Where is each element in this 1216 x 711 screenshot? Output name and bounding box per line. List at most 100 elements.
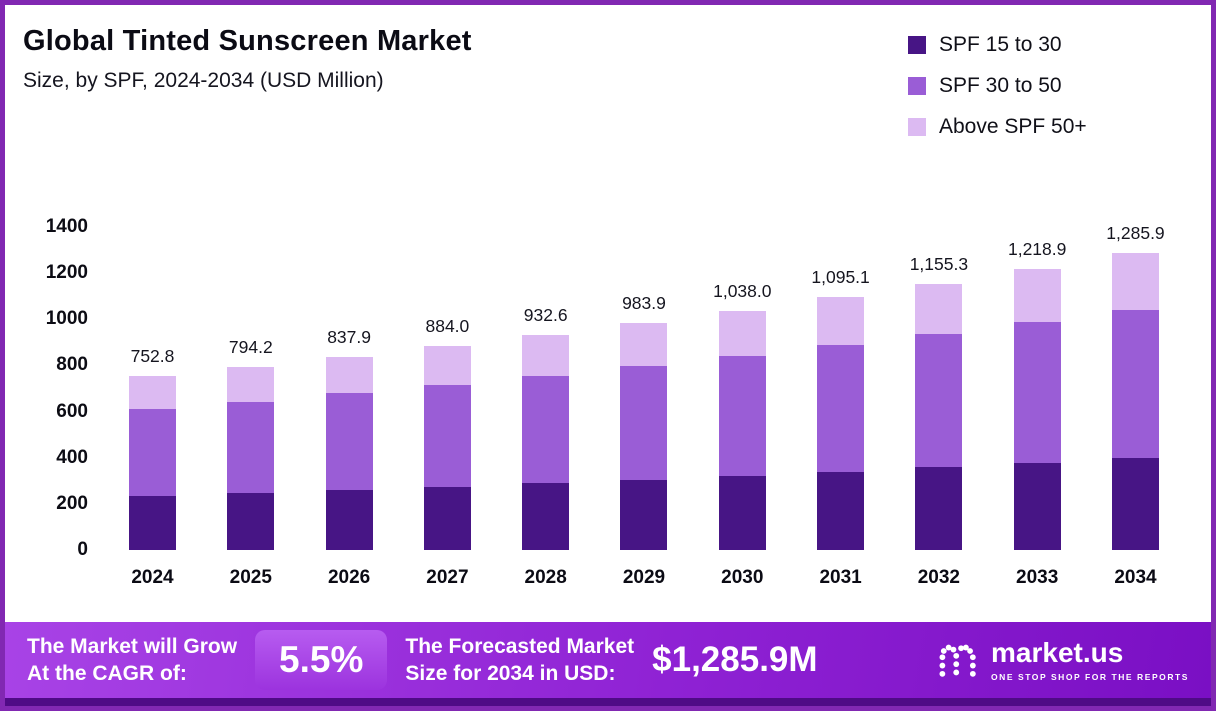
footer: The Market will Grow At the CAGR of: 5.5…: [5, 622, 1211, 706]
legend-item: SPF 15 to 30: [908, 33, 1087, 57]
forecast-label-line2: Size for 2034 in USD:: [405, 662, 616, 685]
bar-segment-spf-15-to-30: [718, 475, 766, 550]
bar-segment-spf-15-to-30: [1111, 458, 1159, 550]
x-axis-label: 2026: [327, 567, 371, 588]
legend-swatch: [908, 77, 926, 95]
bar-group: 932.6: [522, 304, 570, 550]
bar-segment-above-spf-50-: [325, 356, 373, 394]
x-axis-label: 2031: [819, 567, 862, 588]
bar-total-label: 932.6: [523, 304, 568, 325]
bar-segment-spf-15-to-30: [1013, 462, 1061, 550]
bar-total-label: 794.2: [228, 336, 273, 357]
y-tick-label: 200: [56, 492, 88, 514]
header: Global Tinted Sunscreen Market Size, by …: [23, 25, 472, 93]
legend-label: Above SPF 50+: [939, 115, 1087, 138]
bar-segment-spf-30-to-50: [1111, 309, 1159, 458]
legend: SPF 15 to 30 SPF 30 to 50 Above SPF 50+: [908, 33, 1087, 139]
bar-segment-spf-15-to-30: [325, 490, 373, 550]
bar-segment-spf-30-to-50: [129, 409, 176, 497]
bar-total-label: 1,285.9: [1106, 223, 1165, 244]
bar-total-label: 1,095.1: [811, 267, 870, 288]
y-tick-label: 1000: [45, 308, 88, 330]
bar-group: 983.9: [620, 293, 668, 550]
x-axis-label: 2027: [426, 567, 469, 588]
x-axis-label: 2024: [131, 567, 174, 588]
footer-band: The Market will Grow At the CAGR of: 5.5…: [5, 622, 1211, 698]
bar-group: 1,218.9: [1008, 239, 1066, 550]
x-axis-label: 2025: [229, 567, 272, 588]
y-axis: 0 200 400 600 800 1000 1200 1400: [16, 216, 88, 560]
forecast-label: The Forecasted Market Size for 2034 in U…: [405, 633, 634, 688]
market-us-logo-icon: [939, 644, 976, 677]
page-subtitle: Size, by SPF, 2024-2034 (USD Million): [23, 69, 384, 92]
bar-total-label: 1,155.3: [909, 253, 969, 274]
bar-segment-spf-15-to-30: [227, 493, 275, 550]
x-axis-label: 2030: [721, 567, 764, 588]
bar-segment-above-spf-50-: [1111, 253, 1159, 310]
x-axis-label: 2034: [1114, 567, 1157, 588]
forecast-value: $1,285.9M: [652, 640, 818, 679]
bar-segment-spf-30-to-50: [325, 393, 373, 491]
legend-label: SPF 30 to 50: [939, 74, 1062, 97]
cagr-label: The Market will Grow At the CAGR of:: [27, 633, 237, 688]
market-us-logo: market.us ONE STOP SHOP FOR THE REPORTS: [938, 636, 1189, 682]
bar-segment-above-spf-50-: [227, 366, 275, 402]
x-axis-label: 2033: [1016, 567, 1059, 588]
logo-text-block: market.us ONE STOP SHOP FOR THE REPORTS: [991, 636, 1189, 682]
cagr-value-badge: 5.5%: [255, 630, 388, 690]
bar-total-label: 752.8: [130, 346, 175, 367]
x-axis-label: 2029: [622, 567, 666, 588]
legend-item: SPF 30 to 50: [908, 74, 1087, 98]
bar-segment-above-spf-50-: [129, 376, 176, 410]
bar-segment-spf-30-to-50: [718, 356, 766, 476]
bar-group: 1,038.0: [713, 281, 771, 550]
cagr-label-line2: At the CAGR of:: [27, 662, 187, 685]
bar-segment-spf-30-to-50: [915, 334, 963, 468]
bar-segment-above-spf-50-: [620, 323, 668, 367]
bar-group: 884.0: [423, 316, 471, 550]
bar-segment-spf-15-to-30: [129, 496, 176, 550]
logo-tagline: ONE STOP SHOP FOR THE REPORTS: [991, 671, 1189, 682]
y-tick-label: 0: [77, 539, 88, 560]
bar-segment-spf-30-to-50: [1013, 322, 1061, 463]
y-tick-label: 800: [56, 354, 88, 376]
legend-swatch: [908, 118, 926, 136]
bar-group: 1,155.3: [910, 254, 968, 550]
chart-area: 0 200 400 600 800 1000 1200 1400 752.8 794.2 837.…: [46, 216, 1172, 560]
bar-segment-spf-15-to-30: [915, 467, 963, 550]
bar-segment-above-spf-50-: [817, 297, 865, 346]
legend-item: Above SPF 50+: [908, 115, 1087, 139]
bar-segment-spf-30-to-50: [620, 366, 668, 480]
x-axis-label: 2028: [524, 567, 567, 588]
legend-label: SPF 15 to 30: [939, 33, 1062, 56]
bar-group: 1,095.1: [811, 267, 870, 550]
bar-segment-spf-15-to-30: [620, 479, 668, 550]
bar-segment-spf-30-to-50: [817, 345, 865, 472]
bar-segment-spf-30-to-50: [227, 401, 275, 494]
bar-total-label: 1,038.0: [713, 280, 772, 301]
bar-group: 1,285.9: [1106, 223, 1165, 550]
bar-segment-above-spf-50-: [423, 346, 471, 385]
y-tick-label: 1200: [45, 262, 88, 284]
y-tick-label: 400: [56, 446, 88, 468]
y-tick-label: 1400: [45, 216, 88, 237]
page-title: Global Tinted Sunscreen Market: [23, 25, 472, 57]
y-tick-label: 600: [56, 400, 88, 422]
bar-segment-above-spf-50-: [915, 283, 963, 335]
bar-total-label: 983.9: [622, 293, 666, 314]
bar-segment-spf-30-to-50: [423, 384, 471, 487]
footer-bottom-strip: [5, 698, 1211, 706]
bar-total-label: 884.0: [425, 316, 470, 337]
x-axis-label: 2032: [917, 567, 961, 588]
bar-segment-above-spf-50-: [1013, 268, 1061, 323]
bars: 752.8 794.2 837.9 884.0 932.6 983.9 1,038.0 1,0…: [100, 223, 1172, 550]
bar-total-label: 837.9: [327, 326, 371, 347]
bar-total-label: 1,218.9: [1007, 238, 1067, 259]
cagr-label-line1: The Market will Grow: [27, 634, 238, 658]
bar-group: 752.8: [129, 346, 176, 550]
bar-segment-spf-15-to-30: [423, 486, 471, 550]
bar-segment-spf-30-to-50: [522, 375, 570, 484]
logo-name: market.us: [991, 636, 1124, 668]
forecast-label-line1: The Forecasted Market: [405, 634, 635, 658]
